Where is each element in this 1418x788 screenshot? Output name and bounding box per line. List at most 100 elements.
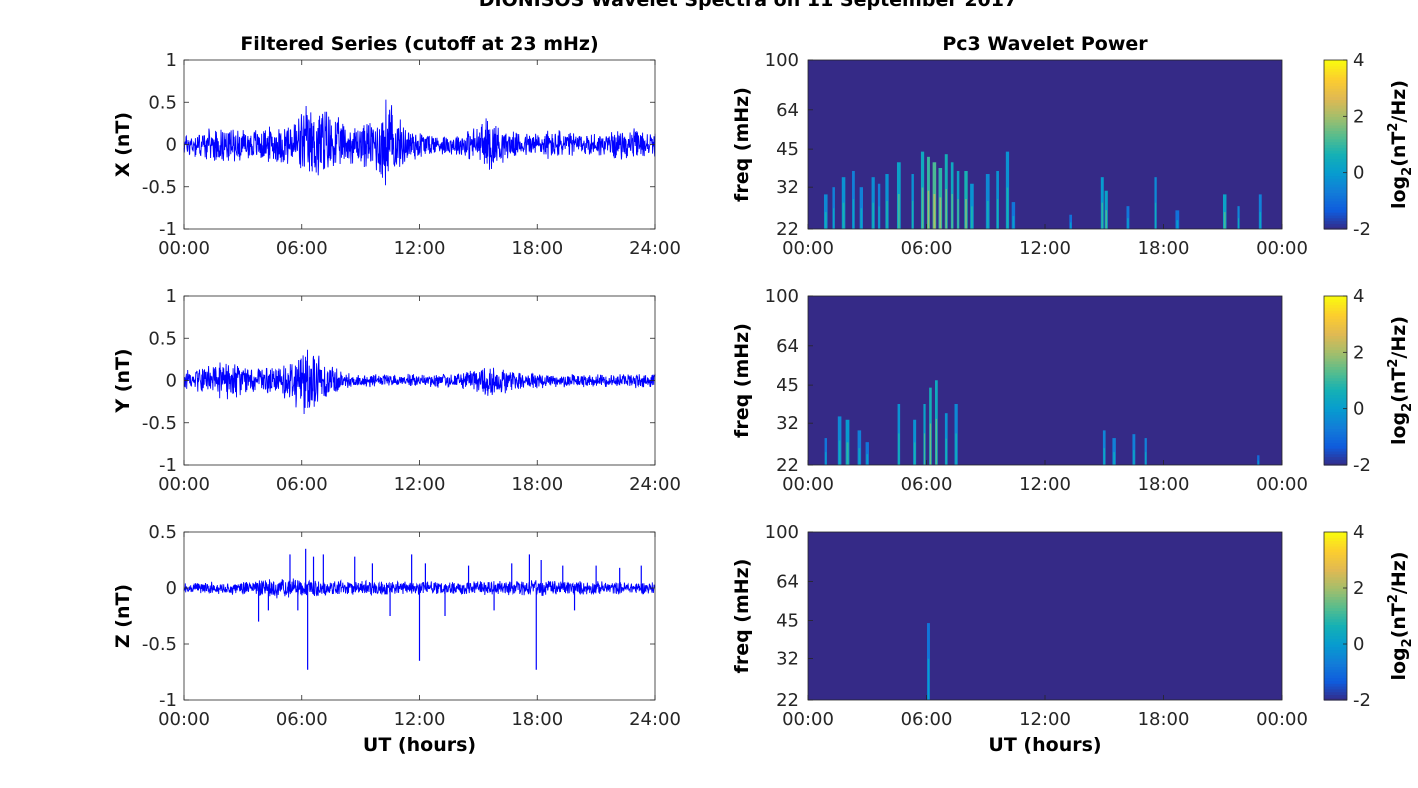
colorbar-swatch	[1324, 456, 1347, 460]
colorbar-swatch	[1324, 621, 1347, 625]
colorbar-swatch	[1324, 152, 1347, 157]
x-tick-label: 18:00	[511, 474, 563, 495]
x-tick-label: 24:00	[629, 474, 681, 495]
colorbar-swatch	[1324, 298, 1347, 303]
power-burst-core	[824, 212, 827, 229]
x-tick-label: 12:00	[1019, 709, 1071, 730]
colorbar-swatch	[1324, 546, 1347, 550]
x-tick-label: 18:00	[1138, 238, 1190, 259]
colorbar-swatch	[1324, 649, 1347, 653]
y-axis-label: X (nT)	[112, 112, 134, 177]
x-tick-label: 06:00	[276, 474, 328, 495]
colorbar-swatch	[1324, 630, 1347, 634]
x-tick-label: 12:00	[394, 709, 446, 730]
power-burst-core	[933, 194, 936, 229]
x-tick-label: 06:00	[901, 709, 953, 730]
colorbar-swatch	[1324, 571, 1347, 575]
colorbar-swatch	[1324, 686, 1347, 690]
colorbar-swatch	[1324, 579, 1347, 583]
colorbar-swatch	[1324, 93, 1347, 98]
y-axis-label: Z (nT)	[112, 584, 134, 648]
power-burst-core	[1259, 212, 1262, 229]
colorbar-swatch	[1324, 310, 1347, 314]
colorbar-swatch	[1324, 68, 1347, 72]
colorbar-swatch	[1324, 697, 1347, 701]
x-tick-label: 18:00	[511, 238, 563, 259]
colorbar-swatch	[1324, 624, 1347, 628]
colorbar-swatch	[1324, 590, 1347, 595]
colorbar-swatch	[1324, 380, 1347, 384]
colorbar-swatch	[1324, 212, 1347, 216]
y-tick-label: 0.5	[148, 92, 177, 113]
colorbar-swatch	[1324, 400, 1347, 404]
y-tick-label: -0.5	[142, 413, 177, 434]
colorbar-swatch	[1324, 324, 1347, 328]
colorbar-swatch	[1324, 383, 1347, 387]
power-burst-core	[838, 440, 841, 465]
colorbar-swatch	[1324, 366, 1347, 370]
power-burst-core	[939, 197, 942, 229]
colorbar-swatch	[1324, 147, 1347, 151]
power-burst-core	[965, 199, 967, 229]
colorbar-swatch	[1324, 565, 1347, 569]
colorbar-swatch	[1324, 65, 1347, 70]
y-tick-label: -1	[159, 455, 177, 476]
y-tick-label: 45	[776, 375, 799, 396]
colorbar-swatch	[1324, 652, 1347, 656]
power-burst-core	[842, 202, 845, 229]
power-burst-core	[866, 454, 869, 465]
y-tick-label: 45	[776, 611, 799, 632]
colorbar-swatch	[1324, 582, 1347, 586]
x-tick-label: 00:00	[1256, 474, 1308, 495]
power-burst-core	[935, 418, 938, 465]
colorbar-swatch	[1324, 296, 1347, 300]
power-burst-core	[927, 658, 930, 700]
colorbar-swatch	[1324, 411, 1347, 415]
colorbar-swatch	[1324, 450, 1347, 455]
colorbar-swatch	[1324, 181, 1347, 185]
y-tick-label: 0	[166, 135, 177, 156]
colorbar-swatch	[1324, 632, 1347, 637]
power-burst-core	[955, 433, 957, 465]
colorbar-swatch	[1324, 428, 1347, 432]
colorbar-swatch	[1324, 602, 1347, 606]
x-tick-label: 12:00	[1019, 238, 1071, 259]
series-panel-x: 1 0.5 0 -0.5 -100:00 06:00 12:00 18:00 24:00 Filt…	[112, 33, 681, 259]
x-tick-label: 00:00	[158, 474, 210, 495]
colorbar-tick-label: 4	[1353, 50, 1364, 71]
colorbar-swatch	[1324, 646, 1347, 651]
colorbar-frame	[1323, 59, 1348, 230]
colorbar-swatch	[1324, 677, 1347, 681]
y-tick-label: 32	[776, 413, 799, 434]
power-burst-core	[860, 208, 863, 229]
colorbar-swatch	[1324, 195, 1347, 199]
colorbar-swatch	[1324, 301, 1347, 306]
y-tick-label: 0.5	[148, 522, 177, 543]
colorbar-swatch	[1324, 638, 1347, 642]
heatmap-background	[808, 532, 1282, 700]
colorbar-swatch	[1324, 585, 1347, 589]
y-tick-label: 64	[776, 572, 799, 593]
colorbar-swatch	[1324, 386, 1347, 390]
power-burst-core	[1105, 210, 1108, 229]
colorbar-swatch	[1324, 537, 1347, 541]
colorbar: 4 2 0 -2 log2(nT2/Hz)	[1323, 50, 1415, 240]
power-burst-core	[923, 433, 926, 465]
power-burst-core	[852, 199, 855, 229]
colorbar-swatch	[1324, 425, 1347, 429]
colorbar-swatch	[1324, 175, 1347, 179]
colorbar-swatch	[1324, 405, 1347, 410]
colorbar-swatch	[1324, 226, 1347, 230]
colorbar-swatch	[1324, 391, 1347, 396]
colorbar-swatch	[1324, 593, 1347, 597]
colorbar-swatch	[1324, 445, 1347, 449]
y-tick-label: 64	[776, 336, 799, 357]
colorbar: 4 2 0 -2 log2(nT2/Hz)	[1323, 522, 1415, 711]
power-burst-core	[971, 206, 973, 229]
y-tick-label: 100	[765, 522, 799, 543]
power-burst	[1126, 206, 1130, 229]
panel-title: Pc3 Wavelet Power	[942, 33, 1148, 55]
heatmap-background	[808, 296, 1282, 465]
